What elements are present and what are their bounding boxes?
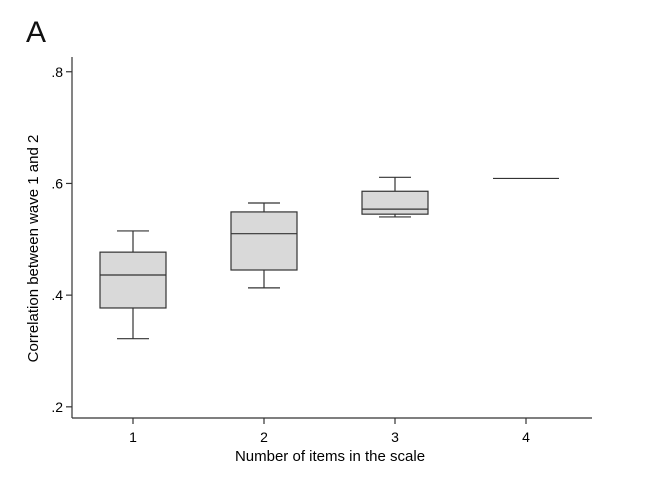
box-3	[361, 176, 429, 218]
y-tick-label: .6	[51, 175, 63, 191]
y-tick-label: .2	[51, 399, 63, 415]
x-tick-label: 2	[260, 429, 268, 445]
box-2	[230, 202, 298, 289]
y-tick-label: .8	[51, 64, 63, 80]
y-axis-label: Correlation between wave 1 and 2	[25, 135, 42, 363]
axes: .2 .4 .6 .8 1 2 3 4	[51, 57, 592, 445]
x-tick-label: 4	[522, 429, 530, 445]
y-tick-label: .4	[51, 287, 63, 303]
x-tick-label: 1	[129, 429, 137, 445]
iqr-box	[99, 251, 167, 309]
iqr-box	[361, 190, 429, 215]
panel-label: A	[26, 16, 47, 49]
iqr-box	[230, 211, 298, 271]
x-tick-label: 3	[391, 429, 399, 445]
box-series	[99, 176, 559, 340]
box-1	[99, 230, 167, 340]
x-axis-label: Number of items in the scale	[235, 448, 425, 465]
